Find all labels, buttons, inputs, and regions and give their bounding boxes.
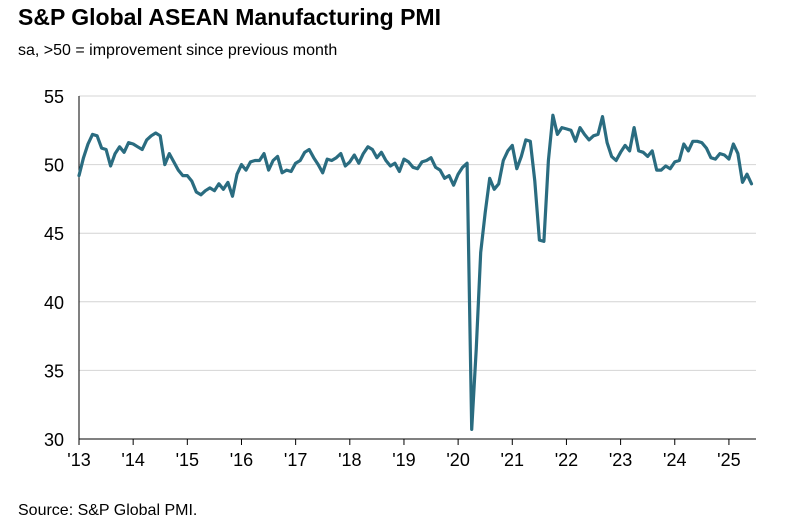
- x-tick-label: '24: [663, 450, 686, 470]
- series-layer: [77, 113, 754, 431]
- y-tick-label: 30: [44, 430, 64, 450]
- x-tick-labels: '13 '14 '15 '16 '17 '18 '19 '20 '21 '22 '23 '24 '25: [67, 450, 740, 470]
- x-tick-label: '18: [338, 450, 361, 470]
- y-tick-label: 55: [44, 87, 64, 107]
- source-note: Source: S&P Global PMI.: [18, 502, 198, 519]
- y-tick-labels: 30 35 40 45 50 55: [44, 87, 64, 450]
- x-tick-label: '23: [609, 450, 632, 470]
- x-tick-label: '19: [392, 450, 415, 470]
- page-title: S&P Global ASEAN Manufacturing PMI: [18, 4, 441, 30]
- x-tick-label: '16: [230, 450, 253, 470]
- y-tick-label: 40: [44, 293, 64, 313]
- x-tick-label: '15: [176, 450, 199, 470]
- x-tick-label: '13: [67, 450, 90, 470]
- axes: [78, 96, 756, 445]
- x-tick-label: '20: [446, 450, 469, 470]
- y-tick-label: 50: [44, 156, 64, 176]
- page-subtitle: sa, >50 = improvement since previous mon…: [18, 42, 338, 59]
- series-line-0: [77, 113, 754, 431]
- x-tick-label: '21: [501, 450, 524, 470]
- pmi-line-chart: 30 35 40 45 50 55 '13 '14 '15 '16 '17 '18 '19 '20 '21…: [44, 87, 756, 470]
- x-tick-label: '25: [717, 450, 740, 470]
- x-tick-label: '22: [555, 450, 578, 470]
- x-tick-label: '14: [121, 450, 144, 470]
- gridlines: [79, 95, 756, 371]
- y-tick-label: 45: [44, 224, 64, 244]
- y-tick-label: 35: [44, 361, 64, 381]
- x-tick-label: '17: [284, 450, 307, 470]
